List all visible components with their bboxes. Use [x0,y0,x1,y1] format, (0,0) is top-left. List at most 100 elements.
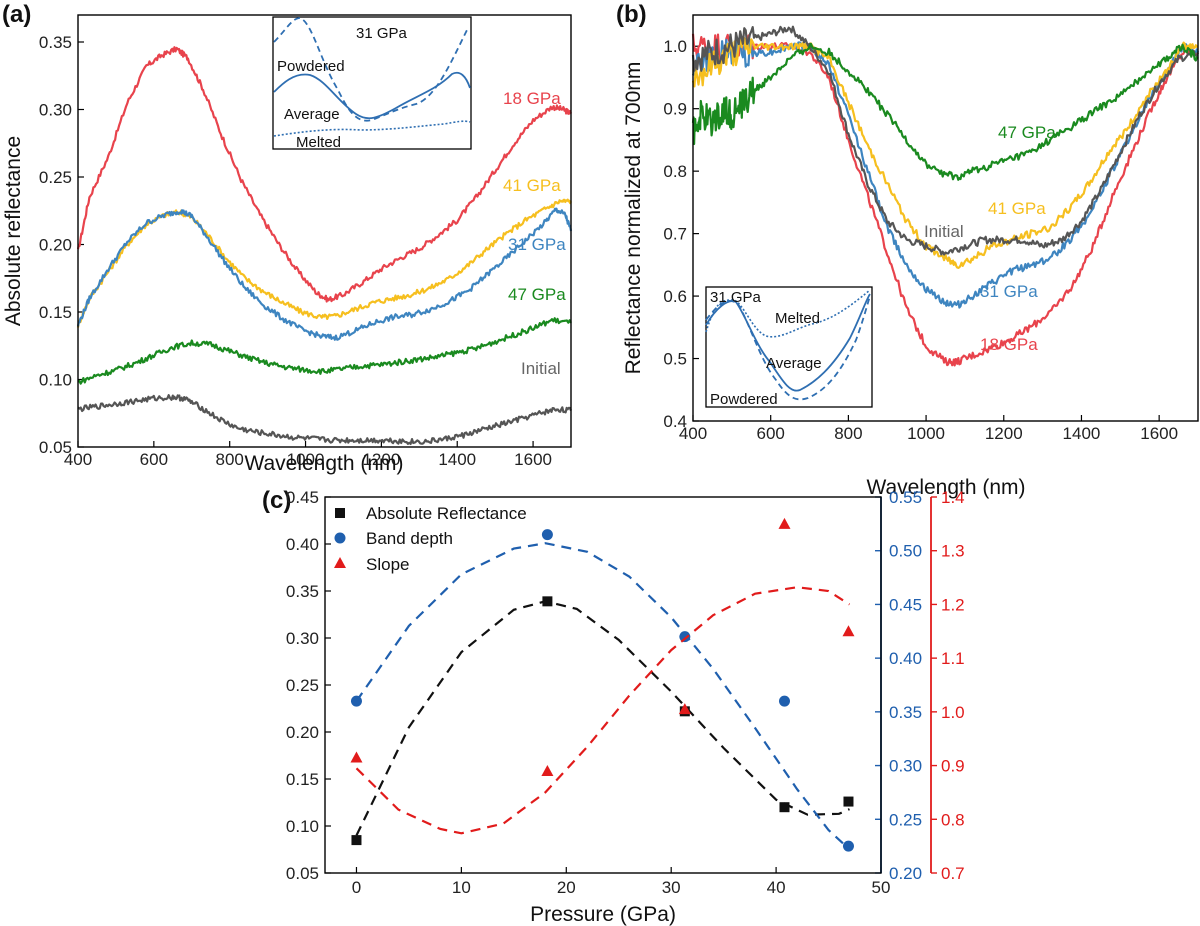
series-line-47-gpa [691,42,1199,181]
c-yr2-tick-label: 0.8 [941,810,965,829]
inset-b-melted-label: Melted [775,310,820,327]
x-tick-label: 1000 [907,424,945,443]
series-line-initial [77,394,573,445]
legend-abs-marker [335,508,345,518]
panel-c-frame [324,496,882,874]
legend-band-label: Band depth [366,529,453,548]
c-yr2-tick-label: 1.0 [941,703,965,722]
series-line-31-gpa [76,207,573,341]
x-tick-label: 600 [140,450,168,469]
panel-b: (b) 400 600 800 1000 1200 1400 1600 0.4 0.5 0.6 0.… [616,1,1200,499]
y-tick-label: 0.05 [39,438,72,457]
inset-b-melted-curve [705,289,871,338]
series-line-41-gpa [691,35,1199,269]
point-band-depth [778,695,790,707]
point-absolute-reflectance [351,835,362,846]
panel-c-label: (c) [262,487,291,514]
c-yl-tick-label: 0.35 [286,582,319,601]
inset-a-title: 31 GPa [356,25,408,42]
fit-slope [355,586,851,835]
y-tick-label: 0.4 [663,412,687,431]
legend-slope-label: Slope [366,555,409,574]
y-tick-label: 0.10 [39,371,72,390]
y-tick-label: 0.25 [39,168,72,187]
inset-b-powdered-curve [705,295,871,401]
c-yl-tick-label: 0.45 [286,488,319,507]
x-tick-label: 800 [834,424,862,443]
fit-absolute-reflectance [355,600,850,836]
series-line-47-gpa [77,317,572,385]
panel-c: (c) 0 10 20 30 40 500.050.100.150.200.250.300… [262,487,965,926]
panel-a-inset: 31 GPa Powdered Average Melted [272,16,472,151]
panel-a-xlabel: Wavelength (nm) [244,452,403,475]
panel-b-xlabel: Wavelength (nm) [866,476,1025,499]
y-tick-label: 0.35 [39,33,72,52]
legend-slope-marker [334,557,346,568]
label-b-31gpa: 31 GPa [980,282,1038,301]
c-yr2-tick-label: 0.9 [941,757,965,776]
c-yr1-tick-label: 0.55 [889,488,922,507]
series-line-41-gpa [76,198,573,328]
c-yr1-tick-label: 0.35 [889,703,922,722]
series-line-18-gpa [76,46,573,303]
label-b-41gpa: 41 GPa [988,199,1046,218]
panel-a-axes: 400 600 800 1000 1200 1400 1600 0.05 0.10 0.15 0.2… [39,33,552,469]
c-x-tick-label: 40 [767,878,786,897]
panel-b-series [691,25,1200,367]
panel-a-series [76,46,573,445]
c-yl-tick-label: 0.10 [286,817,319,836]
point-slope [778,517,791,529]
c-yr2-tick-label: 1.4 [941,488,965,507]
inset-b-powdered-label: Powdered [710,391,778,408]
c-yr1-tick-label: 0.50 [889,542,922,561]
panel-a-frame [77,14,572,448]
label-b-initial: Initial [924,222,964,241]
label-18gpa: 18 GPa [503,89,561,108]
fit-band-depth [355,542,851,851]
y-tick-label: 0.7 [663,225,687,244]
label-31gpa: 31 GPa [508,235,566,254]
panel-a: (a) 400 600 800 1000 1200 1400 1600 0.05 0.10 0.1… [2,1,573,475]
panel-b-frame [692,14,1199,422]
inset-b-average-label: Average [766,355,822,372]
c-yl-tick-label: 0.30 [286,629,319,648]
y-tick-label: 0.8 [663,162,687,181]
x-tick-label: 400 [64,450,92,469]
c-yl-tick-label: 0.15 [286,770,319,789]
x-tick-label: 1200 [985,424,1023,443]
legend-band-marker [334,532,346,544]
point-absolute-reflectance [542,596,553,607]
point-slope [842,625,855,637]
inset-a-melted-label: Melted [296,134,341,151]
inset-b-average-curve [705,293,871,392]
y-tick-label: 0.5 [663,350,687,369]
x-tick-label: 400 [679,424,707,443]
y-tick-label: 0.9 [663,100,687,119]
panel-c-series [350,517,855,852]
panel-b-ylabel: Reflectance normalized at 700nm [622,62,645,375]
panel-b-label: (b) [616,1,647,28]
panel-b-inset: 31 GPa Melted Average Powdered [705,286,873,408]
c-yr2-tick-label: 1.1 [941,649,965,668]
c-yl-tick-label: 0.25 [286,676,319,695]
x-tick-label: 800 [216,450,244,469]
series-line-initial [691,25,1199,256]
c-yr1-tick-label: 0.30 [889,757,922,776]
y-tick-label: 0.30 [39,101,72,120]
label-initial: Initial [521,359,561,378]
x-tick-label: 600 [757,424,785,443]
c-x-tick-label: 30 [662,878,681,897]
c-x-tick-label: 20 [557,878,576,897]
inset-a-average-label: Average [284,106,340,123]
x-tick-label: 1600 [1140,424,1178,443]
c-x-tick-label: 50 [872,878,891,897]
x-tick-label: 1600 [514,450,552,469]
x-tick-label: 1400 [438,450,476,469]
point-slope [350,751,363,763]
c-x-tick-label: 10 [452,878,471,897]
inset-a-average-curve [273,71,471,120]
c-yr2-tick-label: 1.2 [941,595,965,614]
point-band-depth [350,695,362,707]
label-b-18gpa: 18 GPa [980,335,1038,354]
